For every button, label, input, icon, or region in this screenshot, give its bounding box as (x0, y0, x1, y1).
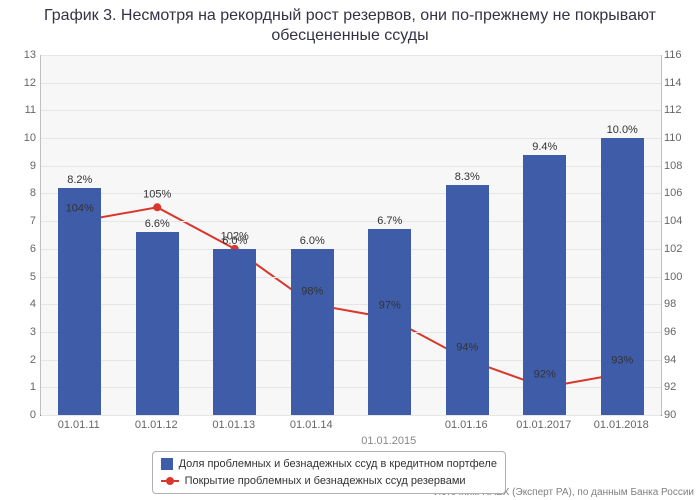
x-tick: 01.01.13 (212, 419, 255, 431)
line-label: 97% (379, 300, 401, 312)
y-left-tick: 9 (2, 160, 36, 172)
y-right-tick: 106 (664, 187, 698, 199)
y-left-tick: 4 (2, 298, 36, 310)
gridline (41, 332, 661, 333)
y-right-tick: 114 (664, 77, 698, 89)
y-right-tick: 116 (664, 49, 698, 61)
chart-title: График 3. Несмотря на рекордный рост рез… (0, 6, 700, 46)
gridline (41, 110, 661, 111)
y-right-tick: 94 (664, 354, 698, 366)
gridline (41, 277, 661, 278)
y-right-tick: 104 (664, 215, 698, 227)
y-left-tick: 8 (2, 187, 36, 199)
legend-label: Покрытие проблемных и безнадежных ссуд р… (185, 473, 466, 490)
bar (136, 232, 179, 415)
y-left-tick: 5 (2, 271, 36, 283)
gridline (41, 360, 661, 361)
gridline (41, 55, 661, 56)
gridline (41, 193, 661, 194)
gridline (41, 387, 661, 388)
y-left-tick: 13 (2, 49, 36, 61)
bar-label: 8.3% (455, 171, 480, 183)
line-label: 105% (143, 189, 171, 201)
chart-container: График 3. Несмотря на рекордный рост рез… (0, 0, 700, 500)
bar (446, 185, 489, 415)
line-label: 102% (221, 230, 249, 242)
y-left-tick: 3 (2, 326, 36, 338)
legend: Доля проблемных и безнадежных ссуд в кре… (152, 451, 506, 494)
line-marker (153, 203, 161, 211)
legend-swatch-bar-icon (161, 458, 173, 470)
y-right-tick: 108 (664, 160, 698, 172)
legend-swatch-line-icon (161, 475, 179, 487)
gridline (41, 83, 661, 84)
gridline (41, 166, 661, 167)
y-right-tick: 112 (664, 104, 698, 116)
y-right-tick: 92 (664, 381, 698, 393)
y-left-tick: 0 (2, 409, 36, 421)
line-label: 104% (66, 203, 94, 215)
bar-label: 10.0% (607, 124, 638, 136)
y-left-tick: 7 (2, 215, 36, 227)
y-left-tick: 12 (2, 77, 36, 89)
y-right-tick: 98 (664, 298, 698, 310)
line-label: 93% (611, 355, 633, 367)
legend-item-line: Покрытие проблемных и безнадежных ссуд р… (161, 473, 497, 490)
gridline (41, 138, 661, 139)
x-axis-title: 01.01.2015 (361, 435, 416, 447)
legend-label: Доля проблемных и безнадежных ссуд в кре… (179, 456, 497, 473)
y-left-tick: 6 (2, 243, 36, 255)
bar-label: 6.7% (377, 215, 402, 227)
bar-label: 8.2% (67, 174, 92, 186)
y-right-tick: 96 (664, 326, 698, 338)
gridline (41, 415, 661, 416)
bar (368, 229, 411, 415)
line-label: 98% (301, 286, 323, 298)
y-left-tick: 2 (2, 354, 36, 366)
line-label: 94% (456, 341, 478, 353)
line-label: 92% (534, 369, 556, 381)
x-tick: 01.01.12 (135, 419, 178, 431)
bar (58, 188, 101, 415)
bar (213, 249, 256, 415)
bar (291, 249, 334, 415)
x-tick: 01.01.2017 (516, 419, 571, 431)
x-tick: 01.01.16 (445, 419, 488, 431)
bar-label: 6.6% (145, 218, 170, 230)
y-left-tick: 10 (2, 132, 36, 144)
bar-label: 6.0% (300, 235, 325, 247)
gridline (41, 304, 661, 305)
line-series-svg (41, 55, 661, 415)
gridline (41, 221, 661, 222)
x-tick: 01.01.2018 (594, 419, 649, 431)
legend-item-bar: Доля проблемных и безнадежных ссуд в кре… (161, 456, 497, 473)
y-right-tick: 100 (664, 271, 698, 283)
bar-label: 9.4% (532, 141, 557, 153)
x-tick: 01.01.14 (290, 419, 333, 431)
gridline (41, 249, 661, 250)
bar (601, 138, 644, 415)
y-right-tick: 90 (664, 409, 698, 421)
plot-area: 8.2%6.6%6.0%6.0%6.7%8.3%9.4%10.0%104%105… (40, 55, 662, 416)
y-right-tick: 110 (664, 132, 698, 144)
x-tick: 01.01.11 (58, 419, 100, 431)
y-left-tick: 1 (2, 381, 36, 393)
y-left-tick: 11 (2, 104, 36, 116)
y-right-tick: 102 (664, 243, 698, 255)
